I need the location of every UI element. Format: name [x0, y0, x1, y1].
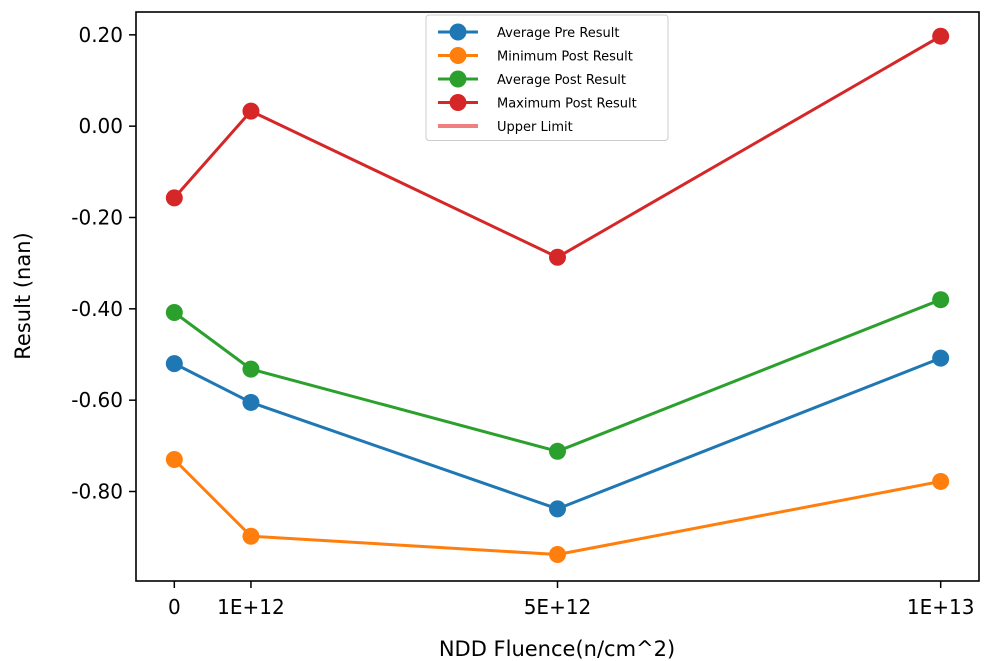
- series-line-average-pre-result: [173, 356, 942, 511]
- y-tick-label: -0.40: [71, 297, 123, 321]
- y-tick-label: 0.00: [78, 114, 123, 138]
- legend-label: Maximum Post Result: [497, 97, 637, 112]
- legend-label: Average Pre Result: [497, 26, 619, 41]
- legend-label: Upper Limit: [497, 120, 573, 135]
- x-tick-label: 5E+12: [524, 595, 592, 619]
- data-point-maximum-post-result: [165, 189, 183, 207]
- data-point-maximum-post-result: [242, 102, 260, 120]
- y-tick-label: -0.80: [71, 479, 123, 503]
- data-point-minimum-post-result: [165, 451, 183, 469]
- data-point-average-pre-result: [549, 500, 566, 518]
- legend-label: Minimum Post Result: [497, 50, 633, 65]
- y-tick-label: 0.20: [78, 23, 123, 47]
- data-point-minimum-post-result: [549, 546, 566, 564]
- data-point-minimum-post-result: [242, 527, 260, 545]
- y-tick-label: -0.60: [71, 388, 123, 412]
- data-point-minimum-post-result: [932, 472, 950, 490]
- legend-marker-maximum-post-result: [449, 94, 467, 111]
- data-point-average-post-result: [165, 303, 183, 321]
- data-point-maximum-post-result: [549, 248, 566, 266]
- data-point-average-pre-result: [165, 355, 183, 373]
- legend-marker-average-pre-result: [449, 23, 467, 41]
- series-line-minimum-post-result: [173, 458, 941, 557]
- data-point-average-post-result: [242, 360, 260, 378]
- legend-marker-minimum-post-result: [449, 47, 467, 64]
- series-line-maximum-post-result: [173, 34, 942, 259]
- y-tick-label: -0.20: [71, 205, 123, 229]
- legend-marker-average-post-result: [449, 70, 467, 88]
- data-point-average-pre-result: [932, 349, 950, 367]
- legend: Average Pre Result Minimum Post Result Ave…: [425, 14, 669, 141]
- x-axis-label: NDD Fluence(n/cm^2): [439, 637, 675, 661]
- data-point-maximum-post-result: [932, 27, 950, 45]
- series-line-average-post-result: [173, 298, 942, 453]
- x-tick-label: 0: [168, 595, 181, 619]
- data-point-average-post-result: [549, 442, 566, 460]
- legend-label: Average Post Result: [497, 73, 626, 88]
- x-tick-label: 1E+12: [217, 595, 285, 619]
- data-point-average-post-result: [932, 291, 950, 309]
- legend-box: [425, 14, 669, 141]
- y-axis-label: Result (nan): [11, 232, 35, 359]
- x-tick-label: 1E+13: [907, 595, 975, 619]
- data-point-average-pre-result: [242, 393, 260, 411]
